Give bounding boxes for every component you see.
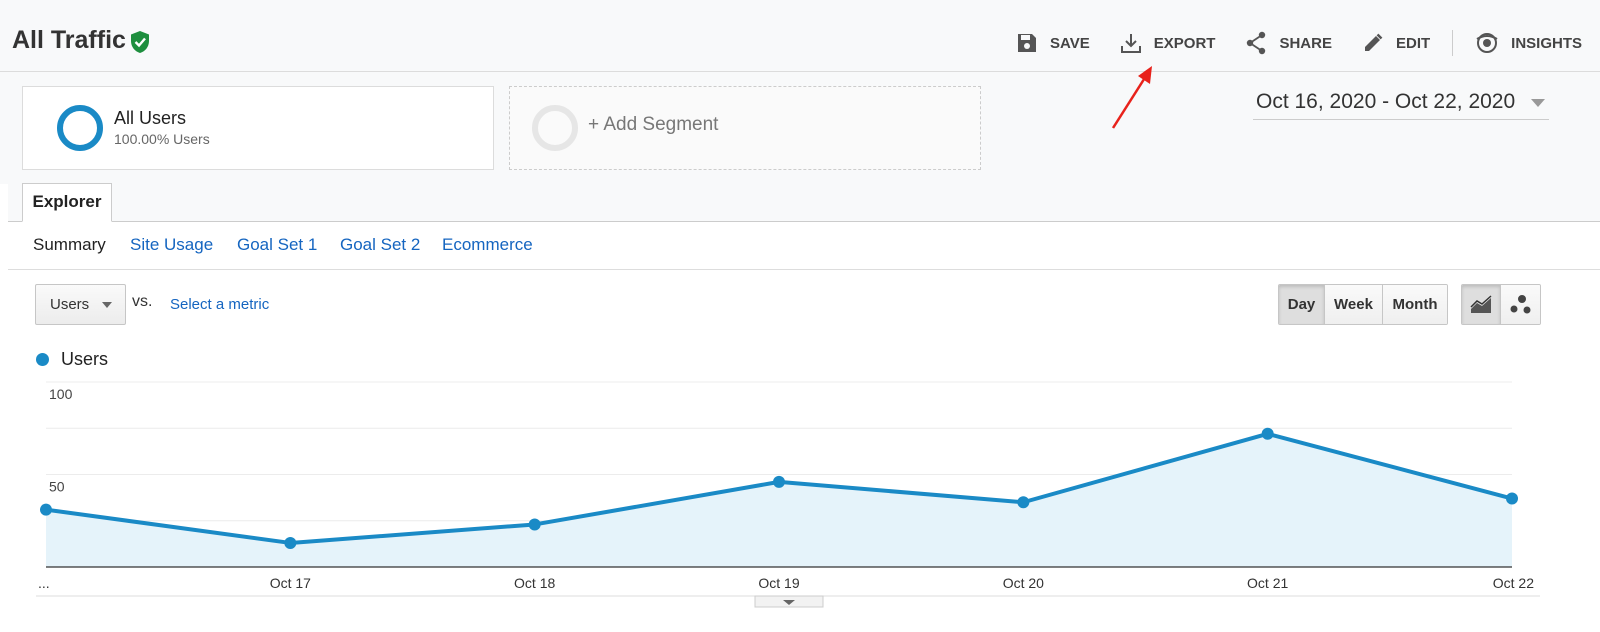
x-tick-label: ...	[38, 575, 50, 591]
segment-ring-icon	[57, 105, 103, 151]
x-tick-label: Oct 18	[514, 575, 555, 591]
data-point	[773, 475, 785, 488]
select-metric-link[interactable]: Select a metric	[170, 296, 270, 313]
data-point	[284, 536, 297, 549]
share-button[interactable]: SHARE	[1245, 31, 1332, 55]
y-tick-label: 50	[49, 479, 65, 495]
data-point	[1261, 427, 1274, 440]
data-point	[40, 503, 52, 516]
floppy-disk-icon	[1018, 34, 1037, 52]
annotation-arrow-icon	[1111, 66, 1152, 129]
x-tick-label: Oct 20	[1003, 575, 1044, 591]
export-label: EXPORT	[1153, 34, 1216, 52]
chart-legend: Users	[36, 349, 108, 370]
share-icon	[1247, 31, 1266, 55]
data-point	[1017, 496, 1030, 509]
export-button[interactable]: EXPORT	[1120, 32, 1216, 54]
report-actions: SAVE EXPORT SHARE EDIT	[986, 30, 1582, 56]
download-icon	[1120, 34, 1141, 53]
period-day-button[interactable]: Day	[1279, 285, 1325, 324]
x-tick-label: Oct 19	[758, 575, 799, 591]
motion-chart-button[interactable]	[1501, 285, 1540, 324]
date-range-label: Oct 16, 2020 - Oct 22, 2020	[1256, 90, 1516, 113]
chevron-down-icon	[102, 302, 112, 308]
chevron-down-icon	[1531, 99, 1545, 107]
period-toggle: Day Week Month	[1278, 284, 1448, 325]
verified-shield-icon	[131, 31, 149, 53]
bubble-chart-icon	[1510, 294, 1530, 313]
tab-explorer[interactable]: Explorer	[22, 183, 112, 222]
subnav-goal-set-2[interactable]: Goal Set 2	[340, 235, 421, 254]
subnav-site-usage[interactable]: Site Usage	[130, 235, 214, 254]
report-header: All Traffic SAVE EXPORT	[0, 0, 1600, 72]
subnav-ecommerce[interactable]: Ecommerce	[442, 235, 533, 254]
empty-segment-ring-icon	[532, 105, 578, 151]
page-title: All Traffic	[12, 26, 126, 54]
save-label: SAVE	[1050, 34, 1090, 52]
share-label: SHARE	[1279, 34, 1332, 52]
edit-button[interactable]: EDIT	[1362, 32, 1430, 54]
chart-type-toggle	[1461, 284, 1541, 325]
pencil-icon	[1364, 33, 1383, 51]
chevron-down-icon	[783, 600, 795, 605]
series-area	[46, 433, 1512, 567]
legend-swatch	[36, 353, 49, 366]
subnav-summary[interactable]: Summary	[33, 235, 106, 254]
x-tick-label: Oct 17	[270, 575, 311, 591]
date-range-picker[interactable]: Oct 16, 2020 - Oct 22, 2020	[1253, 88, 1549, 120]
subnav-goal-set-1[interactable]: Goal Set 1	[237, 235, 318, 254]
actions-divider	[1452, 30, 1454, 56]
segment-all-users[interactable]: All Users 100.00% Users	[22, 86, 494, 170]
vs-label: vs.	[132, 293, 153, 310]
explorer-subnav: Summary Site Usage Goal Set 1 Goal Set 2…	[8, 222, 1600, 270]
insights-button[interactable]: INSIGHTS	[1475, 31, 1582, 55]
segment-bar: All Users 100.00% Users + Add Segment Oc…	[0, 72, 1600, 184]
line-chart-icon	[1470, 294, 1492, 313]
line-chart-button[interactable]	[1462, 285, 1501, 324]
metric-dropdown-value: Users	[50, 296, 90, 313]
x-tick-label: Oct 21	[1247, 575, 1288, 591]
edit-label: EDIT	[1395, 34, 1431, 52]
x-tick-label: Oct 22	[1493, 575, 1534, 591]
insights-icon	[1476, 33, 1498, 53]
data-point	[528, 518, 541, 531]
period-week-button[interactable]: Week	[1325, 285, 1383, 324]
legend-label: Users	[61, 349, 109, 369]
add-segment-button[interactable]: + Add Segment	[509, 86, 981, 170]
period-month-button[interactable]: Month	[1383, 285, 1447, 324]
save-button[interactable]: SAVE	[1016, 32, 1090, 54]
insights-label: INSIGHTS	[1511, 34, 1582, 52]
segment-percentage: 100.00% Users	[114, 131, 210, 147]
users-line-chart: 100 50... Oct 17 Oct 18 Oct 19 Oct 20 Oct 21 Oc…	[36, 381, 1540, 608]
data-point	[1506, 492, 1518, 505]
metric-dropdown[interactable]: Users	[35, 284, 126, 325]
tab-bar: Explorer	[8, 183, 1600, 222]
segment-name: All Users	[114, 108, 187, 128]
y-tick-label: 100	[49, 386, 73, 402]
add-segment-label: + Add Segment	[588, 114, 719, 135]
